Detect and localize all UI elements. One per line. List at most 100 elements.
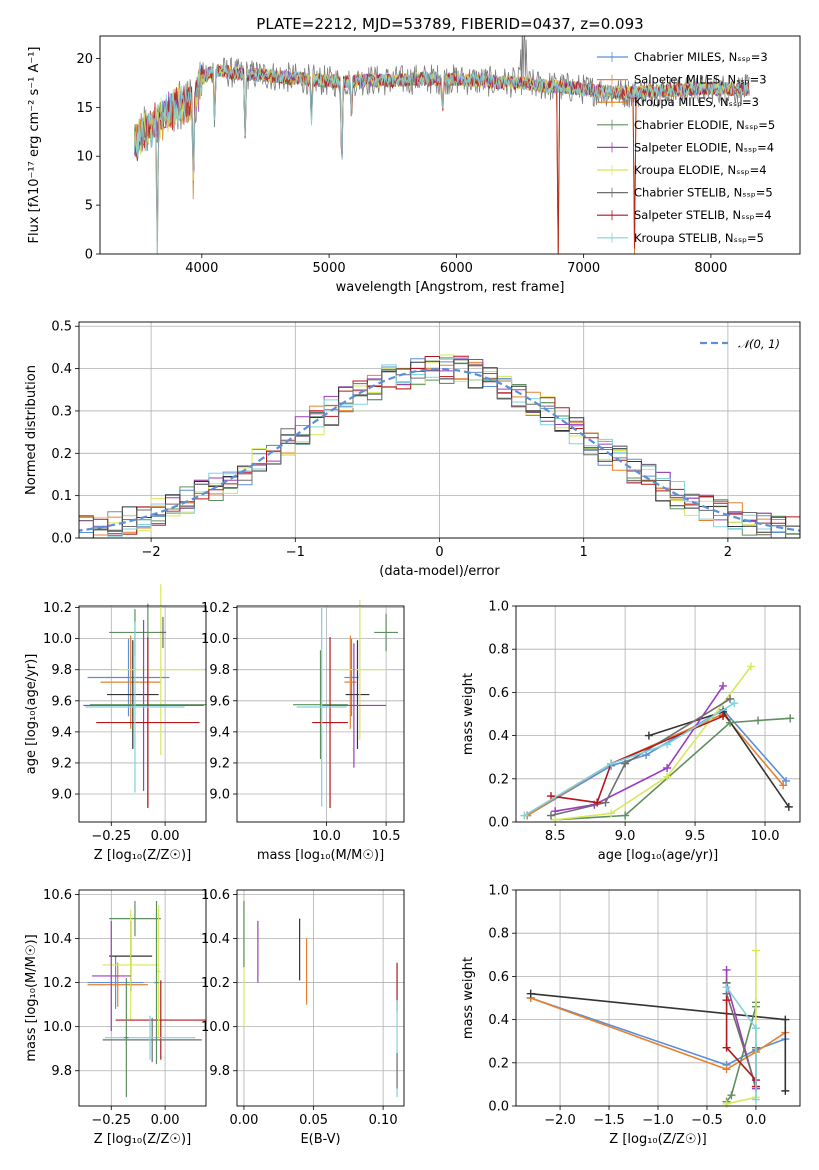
- y-tick-label: 10.2: [201, 601, 230, 616]
- y-tick-label: 0.4: [488, 729, 509, 744]
- x-axis-label: mass [log₁₀(M/M☉)]: [257, 848, 384, 863]
- series-line: [523, 702, 735, 817]
- y-tick-label: 9.6: [51, 694, 72, 709]
- y-tick-label: 10: [76, 150, 93, 165]
- legend: Chabrier MILES, Nₛₛₚ=3 Salpeter MILES, Nₛ…: [597, 50, 775, 245]
- data-point: [784, 802, 793, 811]
- x-axis-label: Z [log₁₀(Z/Z☉)]: [94, 848, 191, 863]
- errorbars-mass-vs-ebv: [243, 901, 398, 1098]
- y-axis-label: mass [log₁₀(M/M☉)]: [24, 934, 39, 1061]
- data-point: [781, 1015, 790, 1024]
- x-tick-label: 0.00: [151, 829, 180, 844]
- x-tick-label: 0.0: [746, 1113, 767, 1128]
- axes-frame: [236, 605, 405, 823]
- data-point: [751, 1024, 760, 1033]
- chart-title: PLATE=2212, MJD=53789, FIBERID=0437, z=0…: [256, 15, 643, 33]
- spectrum-series: [133, 64, 750, 254]
- y-tick-label: 0.0: [51, 532, 72, 547]
- data-point: [726, 718, 735, 727]
- y-tick-label: 10.6: [43, 888, 72, 903]
- data-point: [722, 965, 731, 974]
- data-point: [751, 946, 760, 955]
- data-point: [621, 759, 630, 768]
- y-axis-label: age [log₁₀(age/yr)]: [24, 654, 39, 775]
- x-tick-label: −1.5: [593, 1113, 625, 1128]
- data-point: [722, 996, 731, 1005]
- legend-entry: Chabrier STELIB, Nₛₛₚ=5: [634, 186, 773, 200]
- y-tick-label: 0.8: [488, 927, 509, 942]
- x-tick-label: 0: [435, 545, 443, 560]
- y-tick-label: 9.0: [209, 788, 230, 803]
- y-tick-label: 0.4: [488, 1013, 509, 1028]
- x-axis-label: age [log₁₀(age/yr)]: [598, 848, 719, 863]
- y-tick-label: 9.6: [209, 694, 230, 709]
- data-point: [779, 781, 788, 790]
- lines-weight-vs-age: [520, 662, 795, 824]
- data-point: [546, 811, 555, 820]
- y-tick-label: 0.1: [51, 489, 72, 504]
- axes-weight-vs-Z: −2.0 −1.5 −1.0 −0.5 0.0 0.0 0.2 0.4 0.6 0.8 1.0 Z […: [461, 884, 800, 1147]
- x-tick-label: 1: [580, 545, 588, 560]
- y-tick-label: 0.5: [51, 320, 72, 335]
- y-tick-label: 0.6: [488, 970, 509, 985]
- axes-mass-vs-ebv: 0.00 0.05 0.10 9.8 10.0 10.2 10.4 10.6 E(B-V): [201, 888, 404, 1147]
- series-line: [550, 698, 731, 817]
- data-point: [663, 740, 672, 749]
- y-axis-label: mass weight: [461, 673, 476, 755]
- data-point: [722, 1099, 731, 1108]
- x-tick-label: 9.5: [685, 829, 706, 844]
- data-point: [751, 1095, 760, 1104]
- data-point: [722, 1065, 731, 1074]
- x-tick-label: 10.0: [312, 829, 341, 844]
- series-line: [550, 715, 724, 804]
- x-tick-label: −0.5: [691, 1113, 723, 1128]
- axes-frame: [99, 35, 801, 255]
- axes-frame: [78, 889, 207, 1107]
- legend-entry: 𝒩(0, 1): [738, 337, 780, 351]
- data-point: [621, 811, 630, 820]
- legend-entry: Salpeter ELODIE, Nₛₛₚ=4: [634, 140, 774, 154]
- y-tick-label: 0.0: [488, 1100, 509, 1115]
- y-tick-label: 9.2: [51, 756, 72, 771]
- data-point: [786, 714, 795, 723]
- data-point: [644, 731, 653, 740]
- axes-spectrum: 4000 5000 6000 7000 8000 0 5 10 15 20 wavelength […: [27, 47, 727, 296]
- x-axis-label: (data-model)/error: [379, 564, 500, 579]
- y-tick-label: 9.4: [51, 725, 72, 740]
- y-tick-label: 10.2: [43, 601, 72, 616]
- errorbars-age-vs-mass: [293, 599, 399, 809]
- y-tick-label: 9.2: [209, 756, 230, 771]
- y-tick-label: 0: [85, 248, 93, 263]
- legend: 𝒩(0, 1): [700, 337, 780, 351]
- data-point: [526, 989, 535, 998]
- data-point: [607, 759, 616, 768]
- x-axis-label: Z [log₁₀(Z/Z☉)]: [609, 1132, 706, 1147]
- axes-frame: [78, 605, 207, 823]
- y-tick-label: 10.4: [201, 932, 230, 947]
- x-tick-label: 8.5: [545, 829, 566, 844]
- data-point: [607, 809, 616, 818]
- y-tick-label: 0.2: [488, 772, 509, 787]
- y-tick-label: 9.8: [209, 663, 230, 678]
- series-line: [726, 950, 757, 1105]
- y-tick-label: 10.6: [201, 888, 230, 903]
- data-point: [722, 983, 731, 992]
- data-point: [722, 1043, 731, 1052]
- y-tick-label: 9.8: [51, 663, 72, 678]
- series-line: [555, 666, 752, 821]
- y-tick-label: 10.2: [201, 976, 230, 991]
- y-axis-label: mass weight: [461, 957, 476, 1039]
- x-axis-label: E(B-V): [300, 1132, 340, 1147]
- x-tick-label: 7000: [567, 261, 600, 276]
- y-tick-label: 10.4: [43, 932, 72, 947]
- x-tick-label: −1.0: [642, 1113, 674, 1128]
- data-point: [642, 751, 651, 760]
- y-tick-label: 0.0: [488, 816, 509, 831]
- x-tick-label: 0.05: [299, 1113, 328, 1128]
- axes-weight-vs-age: 8.5 9.0 9.5 10.0 0.0 0.2 0.4 0.6 0.8 1.0 age [log₁…: [461, 600, 800, 863]
- spectrum-lines: [133, 36, 750, 254]
- y-tick-label: 0.2: [488, 1056, 509, 1071]
- x-tick-label: −2.0: [544, 1113, 576, 1128]
- histograms: [79, 354, 800, 538]
